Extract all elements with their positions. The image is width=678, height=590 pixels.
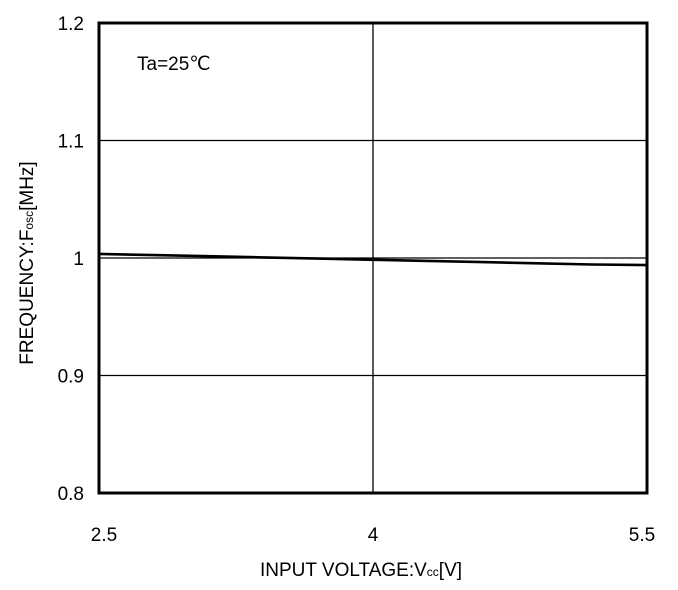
y-tick-label: 1.2 [58, 14, 84, 35]
x-axis-title-unit: [V] [439, 560, 462, 581]
x-tick-label: 4 [368, 525, 379, 546]
x-tick-label: 2.5 [91, 525, 117, 546]
y-axis-title: FREQUENCY:Fosc[MHz] [17, 161, 38, 364]
y-axis-title-unit: [MHz] [17, 161, 38, 211]
x-axis-title: INPUT VOLTAGE:Vcc[V] [260, 560, 462, 581]
y-tick-label: 1 [73, 249, 84, 270]
x-axis-title-subscript: cc [427, 565, 439, 579]
grid [99, 23, 647, 493]
y-tick-label: 0.9 [58, 367, 84, 388]
x-axis-title-main: INPUT VOLTAGE:V [260, 560, 427, 581]
x-tick-labels: 2.5 4 5.5 [91, 525, 655, 546]
y-axis-title-main: FREQUENCY:F [17, 230, 38, 365]
temperature-annotation: Ta=25℃ [137, 54, 211, 75]
y-tick-labels: 0.8 0.9 1 1.1 1.2 [58, 14, 84, 505]
x-tick-label: 5.5 [629, 525, 655, 546]
y-tick-label: 0.8 [58, 484, 84, 505]
y-tick-label: 1.1 [58, 132, 84, 153]
y-axis-title-subscript: osc [22, 211, 36, 230]
